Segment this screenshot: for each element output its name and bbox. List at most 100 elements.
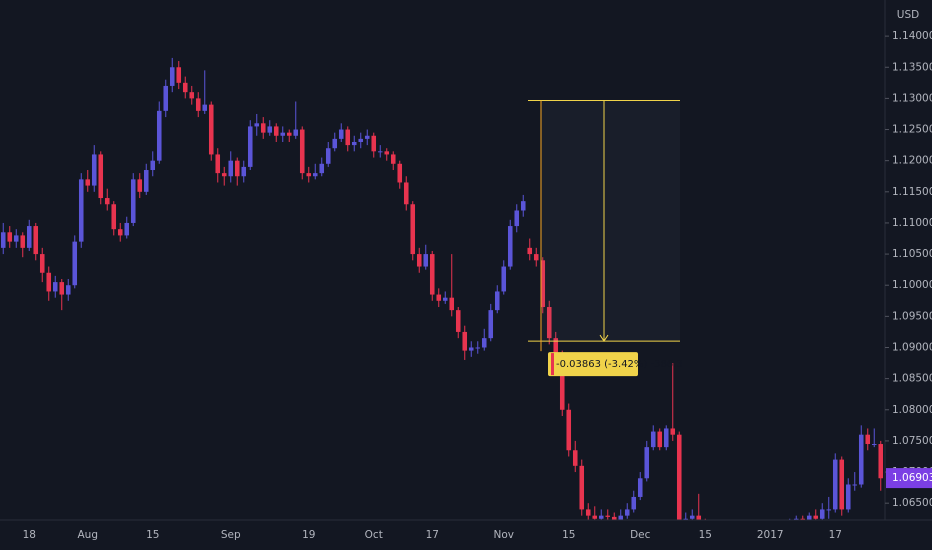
x-tick-label: 17 [829, 529, 842, 541]
candle-body [325, 148, 331, 164]
candle-body [202, 104, 208, 111]
candle-body [683, 518, 689, 520]
candle-body [553, 338, 559, 357]
candle-body [507, 226, 513, 267]
candle-body [384, 151, 390, 155]
x-tick-label: 18 [23, 529, 36, 541]
candle-body [111, 204, 117, 230]
candle-body [137, 179, 143, 192]
candle-body [0, 232, 6, 248]
candle-body [299, 129, 305, 174]
candle-body [319, 163, 325, 174]
candle-body [598, 515, 604, 519]
candle-body [865, 434, 871, 445]
candle-body [696, 515, 702, 520]
candle-body [611, 516, 617, 520]
candle-body [7, 232, 13, 242]
candle-body [72, 241, 78, 286]
candle-body [637, 478, 643, 497]
candle-body [267, 126, 273, 133]
candle-body [39, 254, 45, 273]
candle-body [195, 98, 201, 111]
x-tick-label: 15 [699, 529, 712, 541]
candle-body [449, 297, 455, 311]
y-tick-label: 1.13000 [892, 92, 932, 104]
candle-body [442, 297, 448, 301]
candle-body [46, 272, 52, 292]
candle-body [351, 141, 357, 146]
candle-body [624, 509, 630, 516]
candle-body [228, 160, 234, 177]
candle-body [858, 434, 864, 485]
measure-label: -0.03863 (-3.42%) -386.3 [556, 359, 683, 370]
candle-body [826, 509, 832, 511]
x-tick-label: Oct [365, 529, 383, 541]
candle-body [91, 154, 97, 186]
candle-body [819, 509, 825, 519]
y-tick-label: 1.14000 [892, 30, 932, 42]
candle-body [839, 459, 845, 510]
candle-body [546, 307, 552, 339]
candle-body [371, 135, 377, 152]
candle-body [254, 123, 260, 127]
candle-body [130, 179, 136, 223]
candle-body [286, 132, 292, 136]
candle-body [436, 294, 442, 301]
candle-body [806, 515, 812, 520]
candle-body [332, 138, 338, 149]
candle-body [871, 444, 877, 446]
candle-body [533, 254, 539, 261]
measure-area [541, 100, 680, 342]
candle-body [143, 170, 149, 192]
y-tick-label: 1.13500 [892, 61, 932, 73]
candle-body [585, 509, 591, 516]
candle-body [566, 409, 572, 451]
candle-body [800, 518, 806, 520]
candle-body [182, 82, 188, 93]
candle-body [670, 428, 676, 435]
candle-body [410, 204, 416, 255]
x-tick-label: Sep [221, 529, 241, 541]
y-tick-label: 1.06500 [892, 497, 932, 509]
candle-body [832, 459, 838, 510]
currency-label: USD [897, 9, 919, 21]
candle-body [403, 182, 409, 205]
y-tick-label: 1.09500 [892, 310, 932, 322]
x-tick-label: 15 [146, 529, 159, 541]
candle-body [20, 235, 26, 248]
y-tick-label: 1.07500 [892, 435, 932, 447]
x-tick-label: Dec [630, 529, 651, 541]
candle-body [689, 515, 695, 519]
measure-arrow-head [599, 334, 609, 342]
candle-body [813, 515, 819, 519]
candle-body [657, 431, 663, 448]
candle-body [156, 110, 162, 161]
plot-area [0, 57, 884, 520]
candle-body [273, 126, 279, 136]
y-tick-label: 1.11500 [892, 186, 932, 198]
candle-body [475, 347, 481, 349]
candle-body [390, 154, 396, 164]
candle-body [163, 85, 169, 111]
x-tick-label: Aug [77, 529, 98, 541]
candle-body [605, 515, 611, 517]
candle-body [26, 226, 32, 248]
candle-body [429, 254, 435, 295]
candle-body [462, 331, 468, 351]
candle-body [845, 484, 851, 510]
candle-body [416, 254, 422, 267]
candle-body [215, 154, 221, 174]
candle-body [397, 163, 403, 183]
candle-body [852, 484, 858, 486]
candle-body [234, 160, 240, 177]
candle-body [644, 447, 650, 479]
candle-body [579, 465, 585, 510]
y-tick-label: 1.09000 [892, 341, 932, 353]
candle-body [468, 347, 474, 351]
candle-body [501, 266, 507, 292]
candle-body [306, 173, 312, 177]
candle-body [358, 138, 364, 142]
candle-body [618, 515, 624, 520]
